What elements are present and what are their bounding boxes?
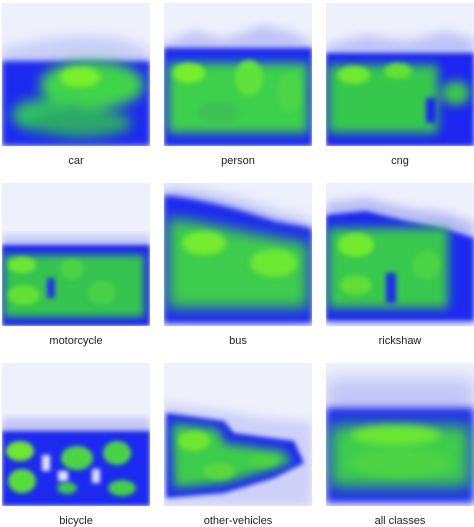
panel-rickshaw: rickshaw [326, 183, 474, 353]
heatmap-bicycle [2, 363, 150, 506]
heatmap-bus [164, 183, 312, 326]
panel-car: car [2, 3, 150, 173]
heatmap-cng [326, 3, 474, 146]
caption-car: car [68, 155, 84, 167]
caption-cng: cng [391, 155, 409, 167]
heatmap-other-vehicles [164, 363, 312, 506]
heatmap-rickshaw [326, 183, 474, 326]
heatmap-car [2, 3, 150, 146]
caption-person: person [221, 155, 255, 167]
panel-other-vehicles: other-vehicles [164, 363, 312, 527]
panel-bus: bus [164, 183, 312, 353]
panel-motorcycle: motorcycle [2, 183, 150, 353]
panel-bicycle: bicycle [2, 363, 150, 527]
caption-other-vehicles: other-vehicles [203, 515, 273, 527]
caption-all-classes: all classes [374, 515, 426, 527]
panel-all-classes: all classes [326, 363, 474, 527]
caption-motorcycle: motorcycle [49, 335, 103, 347]
heatmap-person [164, 3, 312, 146]
heatmap-all-classes [326, 363, 474, 506]
caption-bus: bus [229, 335, 247, 347]
caption-rickshaw: rickshaw [378, 335, 422, 347]
caption-bicycle: bicycle [59, 515, 93, 527]
panel-cng: cng [326, 3, 474, 173]
panel-person: person [164, 3, 312, 173]
heatmap-motorcycle [2, 183, 150, 326]
